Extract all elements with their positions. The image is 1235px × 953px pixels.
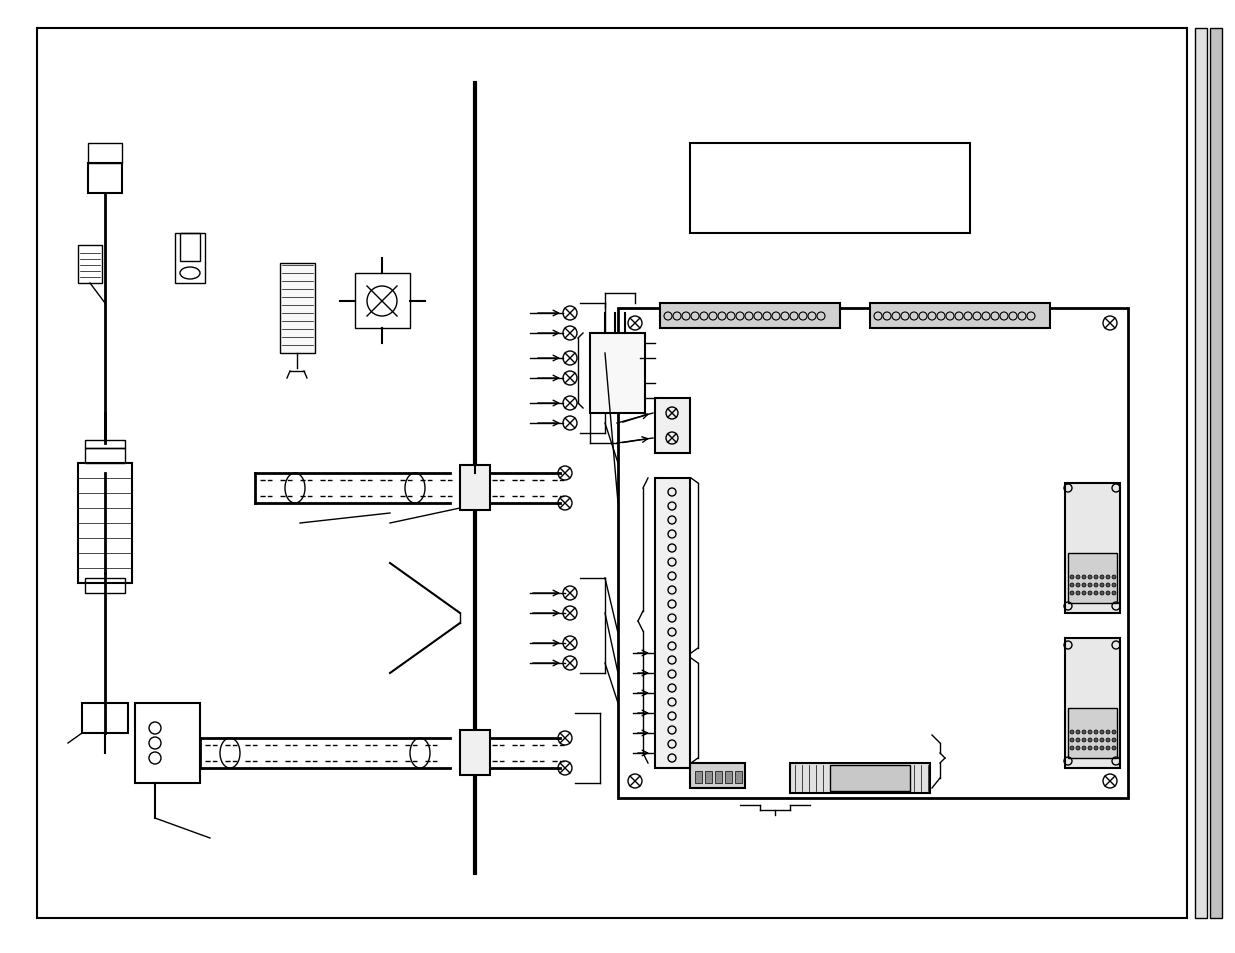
- Bar: [725, 771, 732, 783]
- Circle shape: [1100, 592, 1104, 596]
- Bar: [1068, 708, 1116, 759]
- Circle shape: [1070, 746, 1074, 750]
- Circle shape: [1088, 583, 1092, 587]
- Circle shape: [1100, 746, 1104, 750]
- Circle shape: [1094, 592, 1098, 596]
- Circle shape: [1107, 583, 1110, 587]
- Circle shape: [1112, 730, 1116, 734]
- Circle shape: [1070, 730, 1074, 734]
- Bar: [655, 398, 690, 454]
- Circle shape: [1088, 739, 1092, 742]
- Circle shape: [1107, 739, 1110, 742]
- Bar: [88, 144, 122, 164]
- Circle shape: [1082, 592, 1086, 596]
- Circle shape: [1112, 746, 1116, 750]
- Bar: [735, 771, 742, 783]
- Circle shape: [1082, 583, 1086, 587]
- Circle shape: [1107, 730, 1110, 734]
- Bar: [705, 771, 713, 783]
- Circle shape: [1088, 730, 1092, 734]
- Bar: [655, 478, 690, 768]
- Circle shape: [1076, 746, 1079, 750]
- Bar: [690, 763, 745, 788]
- Bar: [175, 233, 205, 284]
- Bar: [715, 771, 722, 783]
- Bar: [180, 233, 200, 262]
- Circle shape: [1112, 739, 1116, 742]
- Bar: [830, 765, 910, 791]
- Circle shape: [1088, 592, 1092, 596]
- Circle shape: [1094, 576, 1098, 579]
- Bar: [1065, 483, 1120, 614]
- Circle shape: [1112, 583, 1116, 587]
- Bar: [78, 463, 132, 583]
- Bar: [1068, 554, 1116, 603]
- Bar: [85, 578, 125, 594]
- Bar: [135, 703, 200, 783]
- Bar: [690, 144, 969, 233]
- Bar: [790, 763, 930, 793]
- Bar: [85, 449, 125, 463]
- Circle shape: [1094, 746, 1098, 750]
- Circle shape: [1100, 739, 1104, 742]
- Circle shape: [1082, 746, 1086, 750]
- Bar: [1065, 639, 1120, 768]
- Circle shape: [1107, 746, 1110, 750]
- Bar: [869, 304, 1050, 329]
- Circle shape: [1107, 592, 1110, 596]
- Circle shape: [1076, 739, 1079, 742]
- Circle shape: [1112, 576, 1116, 579]
- Bar: [659, 304, 840, 329]
- Bar: [354, 274, 410, 329]
- Circle shape: [1112, 592, 1116, 596]
- Circle shape: [1076, 583, 1079, 587]
- Circle shape: [1082, 730, 1086, 734]
- Circle shape: [1100, 583, 1104, 587]
- Circle shape: [1076, 730, 1079, 734]
- Circle shape: [1094, 730, 1098, 734]
- Circle shape: [1100, 576, 1104, 579]
- Bar: [88, 164, 122, 193]
- Circle shape: [1070, 592, 1074, 596]
- Bar: [85, 440, 125, 449]
- Circle shape: [1070, 576, 1074, 579]
- Bar: [78, 246, 103, 284]
- Circle shape: [1070, 583, 1074, 587]
- Circle shape: [1070, 739, 1074, 742]
- Bar: [459, 730, 490, 775]
- Bar: [82, 703, 128, 733]
- Circle shape: [1088, 576, 1092, 579]
- Circle shape: [1107, 576, 1110, 579]
- Bar: [1195, 29, 1207, 918]
- Bar: [280, 264, 315, 354]
- Circle shape: [1076, 576, 1079, 579]
- Circle shape: [1076, 592, 1079, 596]
- Circle shape: [1088, 746, 1092, 750]
- Bar: [590, 334, 645, 414]
- Circle shape: [1082, 739, 1086, 742]
- Circle shape: [1094, 739, 1098, 742]
- Bar: [618, 309, 1128, 799]
- Circle shape: [1082, 576, 1086, 579]
- Circle shape: [1094, 583, 1098, 587]
- Bar: [1210, 29, 1221, 918]
- Bar: [459, 465, 490, 511]
- Bar: [695, 771, 701, 783]
- Circle shape: [1100, 730, 1104, 734]
